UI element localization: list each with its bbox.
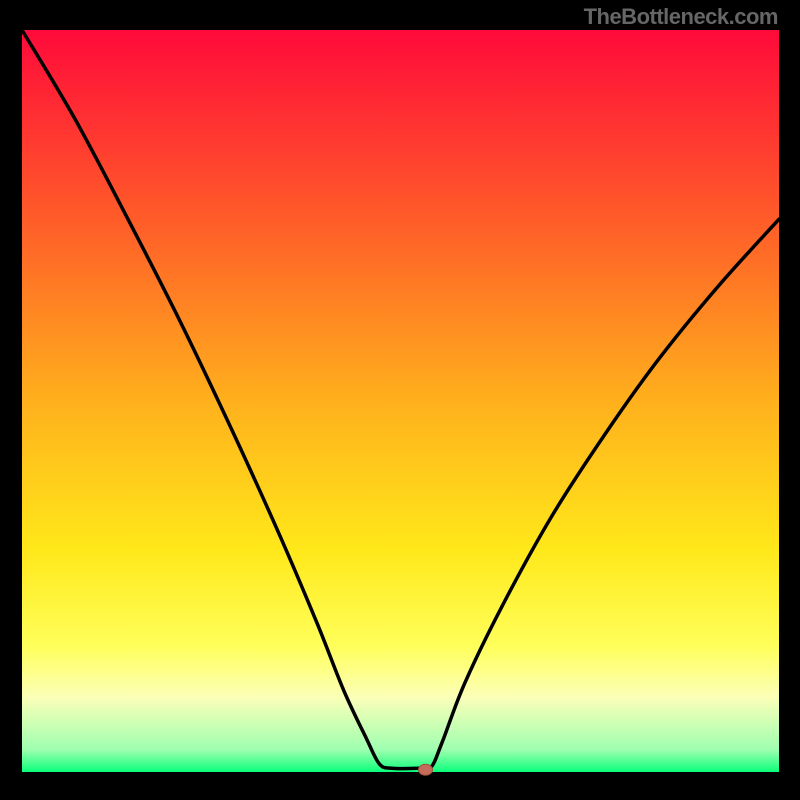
- bottleneck-marker: [418, 764, 432, 775]
- bottleneck-chart-svg: [0, 0, 800, 800]
- bottleneck-chart-container: TheBottleneck.com: [0, 0, 800, 800]
- watermark-text: TheBottleneck.com: [584, 4, 778, 30]
- chart-plot-background: [22, 30, 779, 772]
